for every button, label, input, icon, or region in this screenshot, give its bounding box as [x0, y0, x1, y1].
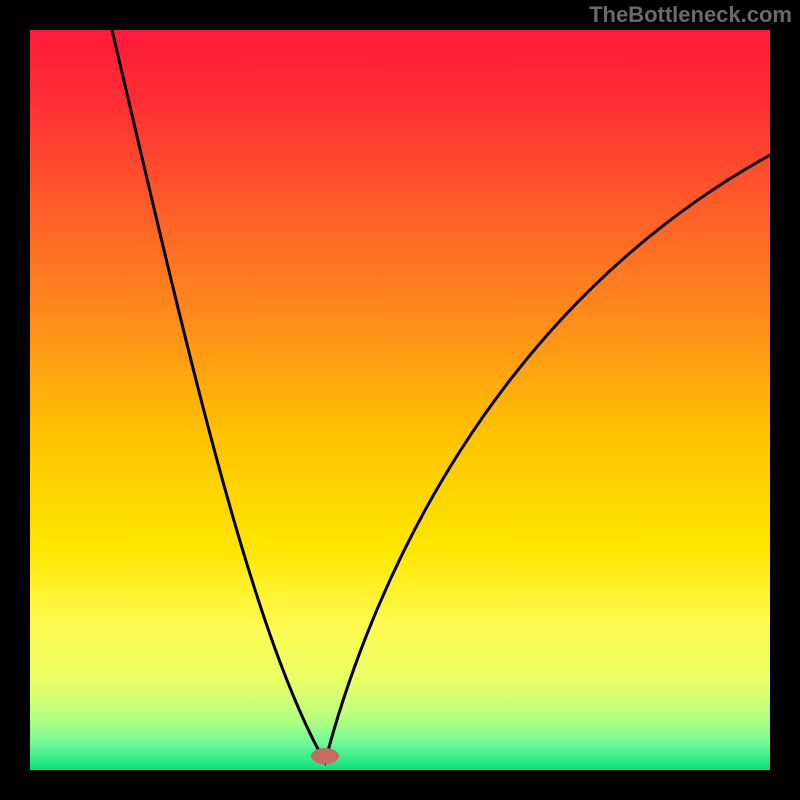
vertex-marker [311, 748, 339, 764]
curve-path [112, 30, 770, 762]
plot-area [30, 30, 770, 770]
bottleneck-curve [30, 30, 770, 770]
watermark-text: TheBottleneck.com [589, 2, 792, 28]
